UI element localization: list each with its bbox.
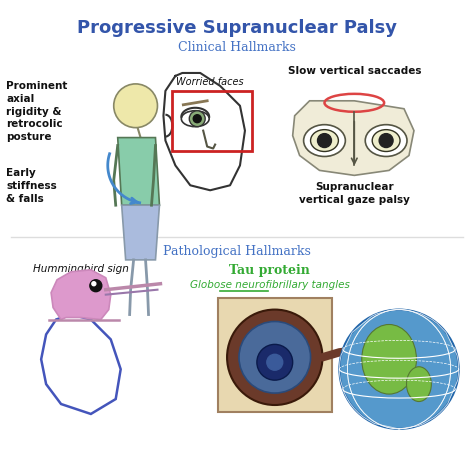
Ellipse shape (372, 129, 400, 152)
Text: Worried faces: Worried faces (176, 77, 244, 87)
Text: Slow vertical saccades: Slow vertical saccades (288, 66, 421, 76)
Circle shape (227, 310, 322, 405)
FancyBboxPatch shape (218, 298, 332, 412)
Polygon shape (292, 101, 414, 175)
Circle shape (189, 111, 205, 127)
Circle shape (92, 282, 96, 286)
Ellipse shape (362, 325, 417, 394)
Polygon shape (41, 315, 121, 414)
Ellipse shape (304, 125, 346, 156)
Text: Pathological Hallmarks: Pathological Hallmarks (163, 245, 311, 258)
Circle shape (239, 321, 310, 393)
Text: Tau protein: Tau protein (229, 264, 310, 277)
Ellipse shape (310, 129, 338, 152)
Text: Prominent
axial
rigidity &
retrocolic
posture: Prominent axial rigidity & retrocolic po… (6, 81, 68, 142)
Circle shape (318, 134, 331, 147)
Circle shape (379, 134, 393, 147)
Text: Globose neurofibrillary tangles: Globose neurofibrillary tangles (190, 280, 350, 290)
Text: Clinical Hallmarks: Clinical Hallmarks (178, 41, 296, 54)
Circle shape (339, 310, 459, 429)
Circle shape (114, 84, 157, 128)
Text: Progressive Supranuclear Palsy: Progressive Supranuclear Palsy (77, 19, 397, 37)
Circle shape (90, 280, 102, 292)
Circle shape (193, 115, 201, 123)
Polygon shape (118, 137, 159, 205)
Circle shape (267, 354, 283, 370)
Ellipse shape (365, 125, 407, 156)
Text: Hummingbird sign: Hummingbird sign (33, 264, 129, 274)
Polygon shape (122, 205, 159, 260)
Text: Early
stiffness
& falls: Early stiffness & falls (6, 168, 57, 204)
Polygon shape (51, 270, 111, 319)
Text: Supranuclear
vertical gaze palsy: Supranuclear vertical gaze palsy (299, 182, 410, 205)
Circle shape (257, 345, 292, 380)
Ellipse shape (182, 111, 209, 127)
Ellipse shape (407, 367, 431, 401)
